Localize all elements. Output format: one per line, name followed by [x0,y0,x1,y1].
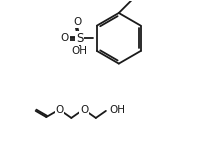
Text: O: O [73,17,81,27]
Text: O: O [55,105,64,115]
Text: S: S [76,32,83,45]
Text: OH: OH [72,46,88,56]
Text: OH: OH [109,105,125,115]
Text: O: O [80,105,88,115]
Text: O: O [61,33,69,43]
